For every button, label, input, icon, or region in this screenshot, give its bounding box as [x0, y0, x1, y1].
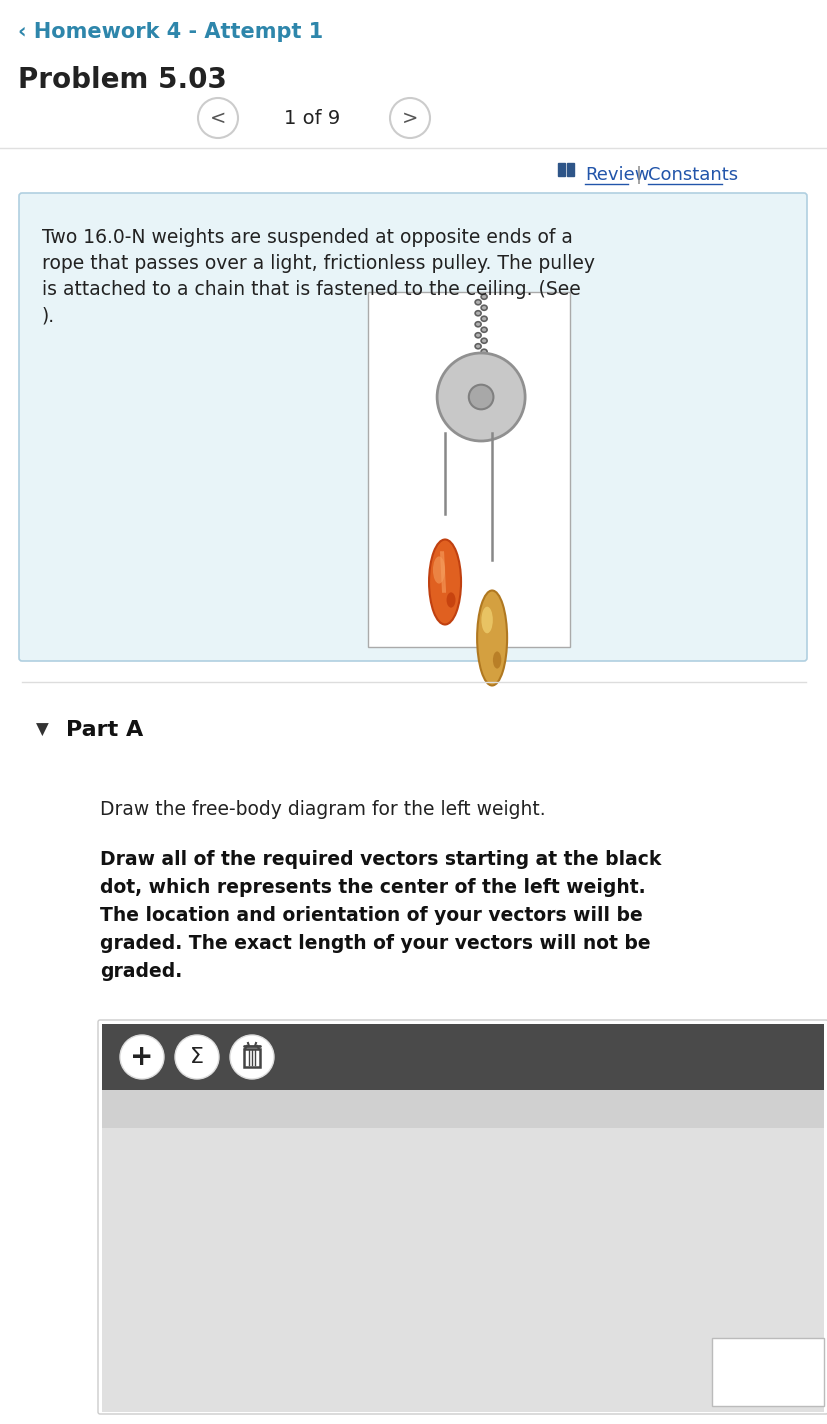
- Ellipse shape: [433, 557, 445, 584]
- Ellipse shape: [480, 328, 486, 332]
- Bar: [102, 1128, 823, 1413]
- Text: Part A: Part A: [66, 721, 143, 740]
- Bar: [557, 162, 564, 177]
- FancyBboxPatch shape: [19, 194, 806, 661]
- Ellipse shape: [475, 355, 480, 360]
- Ellipse shape: [476, 591, 506, 685]
- Ellipse shape: [475, 343, 480, 349]
- Text: ).: ).: [42, 306, 55, 325]
- Text: <: <: [209, 108, 226, 128]
- Bar: [711, 1339, 823, 1405]
- Ellipse shape: [480, 316, 486, 322]
- Circle shape: [437, 353, 524, 441]
- Ellipse shape: [492, 651, 500, 668]
- Circle shape: [174, 1035, 218, 1079]
- Bar: [244, 1049, 260, 1067]
- Bar: [102, 1024, 823, 1089]
- Ellipse shape: [475, 322, 480, 326]
- Circle shape: [120, 1035, 164, 1079]
- FancyBboxPatch shape: [98, 1020, 827, 1414]
- Text: Two 16.0-N weights are suspended at opposite ends of a: Two 16.0-N weights are suspended at oppo…: [42, 228, 572, 246]
- Ellipse shape: [475, 299, 480, 305]
- Text: Constants: Constants: [648, 167, 737, 184]
- Text: ‹ Homework 4 - Attempt 1: ‹ Homework 4 - Attempt 1: [18, 21, 323, 41]
- Text: |: |: [635, 167, 641, 184]
- Ellipse shape: [480, 607, 492, 634]
- Ellipse shape: [428, 540, 461, 625]
- Ellipse shape: [475, 333, 480, 337]
- Circle shape: [230, 1035, 274, 1079]
- Text: Problem 5.03: Problem 5.03: [18, 66, 227, 94]
- Bar: [367, 292, 569, 646]
- Ellipse shape: [480, 349, 486, 355]
- Text: +: +: [130, 1042, 154, 1071]
- Text: Draw the free-body diagram for the left weight.: Draw the free-body diagram for the left …: [100, 800, 545, 819]
- Ellipse shape: [480, 339, 486, 343]
- Ellipse shape: [480, 305, 486, 310]
- Text: The location and orientation of your vectors will be: The location and orientation of your vec…: [100, 906, 642, 926]
- Text: dot, which represents the center of the left weight.: dot, which represents the center of the …: [100, 879, 645, 897]
- Text: ▼: ▼: [36, 721, 49, 739]
- Text: rope that passes over a light, frictionless pulley. The pulley: rope that passes over a light, frictionl…: [42, 253, 595, 273]
- Text: Review: Review: [585, 167, 648, 184]
- Text: is attached to a chain that is fastened to the ceiling. (See: is attached to a chain that is fastened …: [42, 281, 580, 299]
- Ellipse shape: [446, 592, 455, 608]
- Text: >: >: [401, 108, 418, 128]
- Bar: [102, 1089, 823, 1128]
- Text: Σ: Σ: [189, 1047, 203, 1067]
- Text: graded. The exact length of your vectors will not be: graded. The exact length of your vectors…: [100, 934, 650, 953]
- Ellipse shape: [480, 295, 486, 299]
- Circle shape: [468, 384, 493, 409]
- Text: graded.: graded.: [100, 963, 182, 981]
- Text: Draw all of the required vectors starting at the black: Draw all of the required vectors startin…: [100, 850, 661, 869]
- Bar: [566, 162, 573, 177]
- Text: 1 of 9: 1 of 9: [284, 108, 340, 128]
- Ellipse shape: [475, 310, 480, 316]
